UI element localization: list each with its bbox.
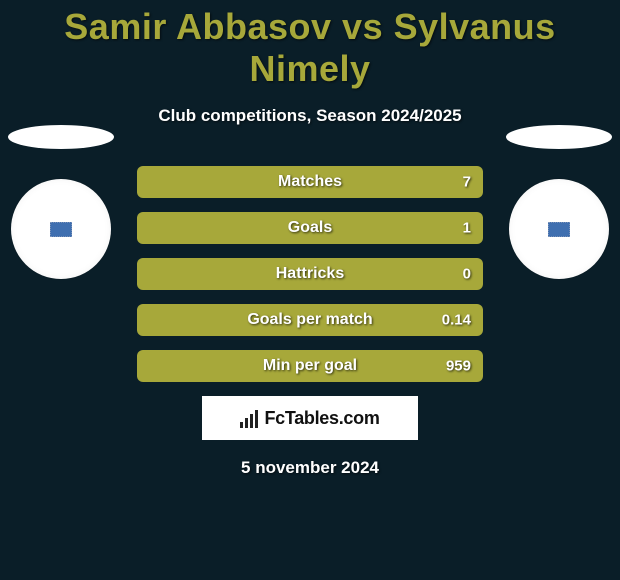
stat-bar: Goals per match 0.14 [137, 304, 483, 336]
stat-bar: Goals 1 [137, 212, 483, 244]
player-right-badge [509, 179, 609, 279]
player-left-shadow [8, 125, 114, 149]
stat-label: Goals per match [247, 311, 372, 329]
page-subtitle: Club competitions, Season 2024/2025 [0, 106, 620, 126]
player-left-badge [11, 179, 111, 279]
player-right-flag-icon [548, 222, 570, 237]
stat-bar: Min per goal 959 [137, 350, 483, 382]
stat-value: 1 [463, 220, 471, 237]
branding-text: FcTables.com [264, 408, 379, 429]
branding-box[interactable]: FcTables.com [202, 396, 418, 440]
footer-date: 5 november 2024 [0, 458, 620, 478]
stat-bar: Matches 7 [137, 166, 483, 198]
stat-label: Hattricks [276, 265, 344, 283]
stat-label: Goals [288, 219, 332, 237]
bar-chart-icon [240, 408, 258, 428]
stat-label: Matches [278, 173, 342, 191]
stat-bar: Hattricks 0 [137, 258, 483, 290]
player-left-flag-icon [50, 222, 72, 237]
player-right-shadow [506, 125, 612, 149]
player-left [6, 125, 116, 279]
stat-value: 0 [463, 266, 471, 283]
stat-label: Min per goal [263, 357, 357, 375]
stat-value: 959 [446, 358, 471, 375]
stat-value: 7 [463, 174, 471, 191]
player-right [504, 125, 614, 279]
page-title: Samir Abbasov vs Sylvanus Nimely [0, 0, 620, 90]
stat-value: 0.14 [442, 312, 471, 329]
comparison-bars: Matches 7 Goals 1 Hattricks 0 Goals per … [137, 166, 483, 382]
